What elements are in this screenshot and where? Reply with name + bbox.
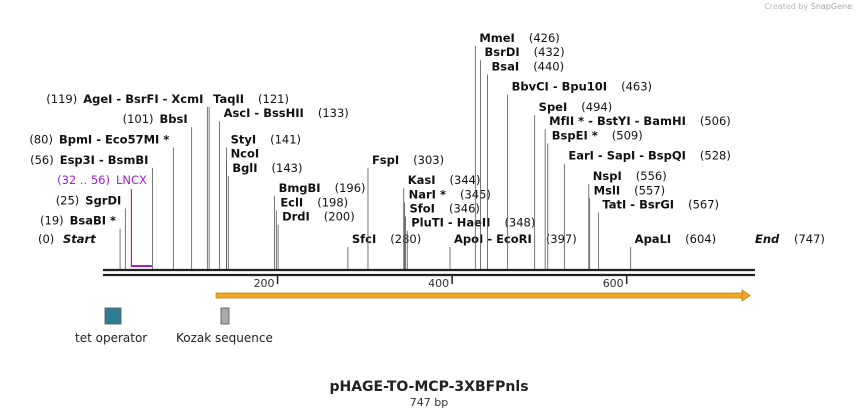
start-position-label: (0) <box>38 232 54 246</box>
enzyme-label: BbvCI - Bpu10I <box>512 80 607 94</box>
enzyme-label: MfII * - BstYI - BamHI <box>549 114 686 128</box>
enzyme-label: EarI - SapI - BspQI <box>568 149 686 163</box>
enzyme-label: SgrDI <box>85 193 121 207</box>
enzyme-label: NspI <box>593 169 622 183</box>
start-label: Start <box>63 232 96 246</box>
site-position-label: (25) <box>56 193 80 207</box>
site-position-label: (440) <box>533 59 564 73</box>
enzyme-label: SfoI <box>409 202 434 216</box>
enzyme-label: NcoI <box>231 147 260 161</box>
site-position-label: (506) <box>700 114 731 128</box>
site-position-label: (200) <box>324 210 355 224</box>
primer-label: LNCX <box>116 173 147 187</box>
enzyme-label: MmeI <box>479 31 515 45</box>
enzyme-label: BmgBI <box>279 181 321 195</box>
enzyme-label: KasI <box>408 173 436 187</box>
enzyme-label: SfcI <box>352 232 376 246</box>
site-position-label: (494) <box>581 100 612 114</box>
plasmid-length: 747 bp <box>409 396 449 409</box>
site-position-label: (56) <box>30 153 54 167</box>
site-position-label: (509) <box>612 128 643 142</box>
enzyme-label: BbsI <box>160 112 188 126</box>
enzyme-label: SpeI <box>539 100 568 114</box>
site-position-label: (348) <box>504 216 535 230</box>
enzyme-label: NarI * <box>409 187 446 201</box>
site-position-label: (19) <box>40 214 64 228</box>
legend-label: Kozak sequence <box>176 331 273 345</box>
enzyme-label: BspEI * <box>552 128 598 142</box>
site-position-label: (80) <box>29 133 53 147</box>
site-position-label: (143) <box>272 161 303 175</box>
brand-prefix: Created by <box>764 2 809 11</box>
site-position-label: (196) <box>335 181 366 195</box>
enzyme-label: BsrDI <box>485 45 520 59</box>
site-position-label: (303) <box>413 153 444 167</box>
enzyme-label: Esp3I - BsmBI <box>60 153 149 167</box>
orf-arrowhead <box>741 289 751 302</box>
site-position-label: (119) <box>46 92 77 106</box>
site-position-label: (604) <box>685 232 716 246</box>
enzyme-label: BsaBI * <box>70 214 116 228</box>
site-position-label: (567) <box>688 197 719 211</box>
enzyme-label: ApoI - EcoRI <box>454 232 532 246</box>
snapgene-logo-text: SnapGene <box>810 2 852 11</box>
axis-tick-label: 400 <box>428 277 449 290</box>
enzyme-label: AgeI - BsrFI - XcmI <box>83 92 203 106</box>
enzyme-label: BsaI <box>492 59 520 73</box>
enzyme-label: EclI <box>280 195 303 209</box>
enzyme-label: BglI <box>232 161 257 175</box>
enzyme-label: PluTI - HaeII <box>411 216 490 230</box>
site-position-label: (432) <box>534 45 565 59</box>
site-position-label: (557) <box>634 183 665 197</box>
site-position-label: (463) <box>621 80 652 94</box>
snapgene-brand: Created by SnapGene <box>764 2 852 11</box>
site-position-label: (141) <box>270 133 301 147</box>
site-position-label: (133) <box>318 106 349 120</box>
enzyme-label: DrdI <box>282 210 310 224</box>
enzyme-label: ApaLI <box>635 232 672 246</box>
end-label: End <box>755 232 780 246</box>
site-position-label: (121) <box>258 92 289 106</box>
enzyme-label: AscI - BssHII <box>224 106 304 120</box>
site-position-label: (426) <box>529 31 560 45</box>
enzyme-label: TatI - BsrGI <box>602 197 674 211</box>
site-position-label: (198) <box>317 195 348 209</box>
primer-range-label: (32 .. 56) <box>57 173 110 187</box>
enzyme-label: BpmI - Eco57MI * <box>59 133 169 147</box>
legend-label: tet operator <box>75 331 147 345</box>
axis-tick-label: 600 <box>603 277 624 290</box>
site-position-label: (101) <box>123 112 154 126</box>
end-position-label: (747) <box>794 232 825 246</box>
legend-swatch <box>220 307 230 325</box>
site-position-label: (346) <box>449 202 480 216</box>
plasmid-name: pHAGE-TO-MCP-3XBFPnls <box>329 379 529 395</box>
axis-tick-label: 200 <box>254 277 275 290</box>
legend-swatch <box>104 307 122 325</box>
orf-bar <box>215 292 744 299</box>
enzyme-label: MslI <box>594 183 621 197</box>
enzyme-label: StyI <box>231 133 257 147</box>
site-position-label: (556) <box>636 169 667 183</box>
enzyme-label: FspI <box>372 153 399 167</box>
site-position-label: (397) <box>546 232 577 246</box>
enzyme-label: TaqII <box>213 92 244 106</box>
site-position-label: (528) <box>700 149 731 163</box>
site-position-label: (344) <box>450 173 481 187</box>
